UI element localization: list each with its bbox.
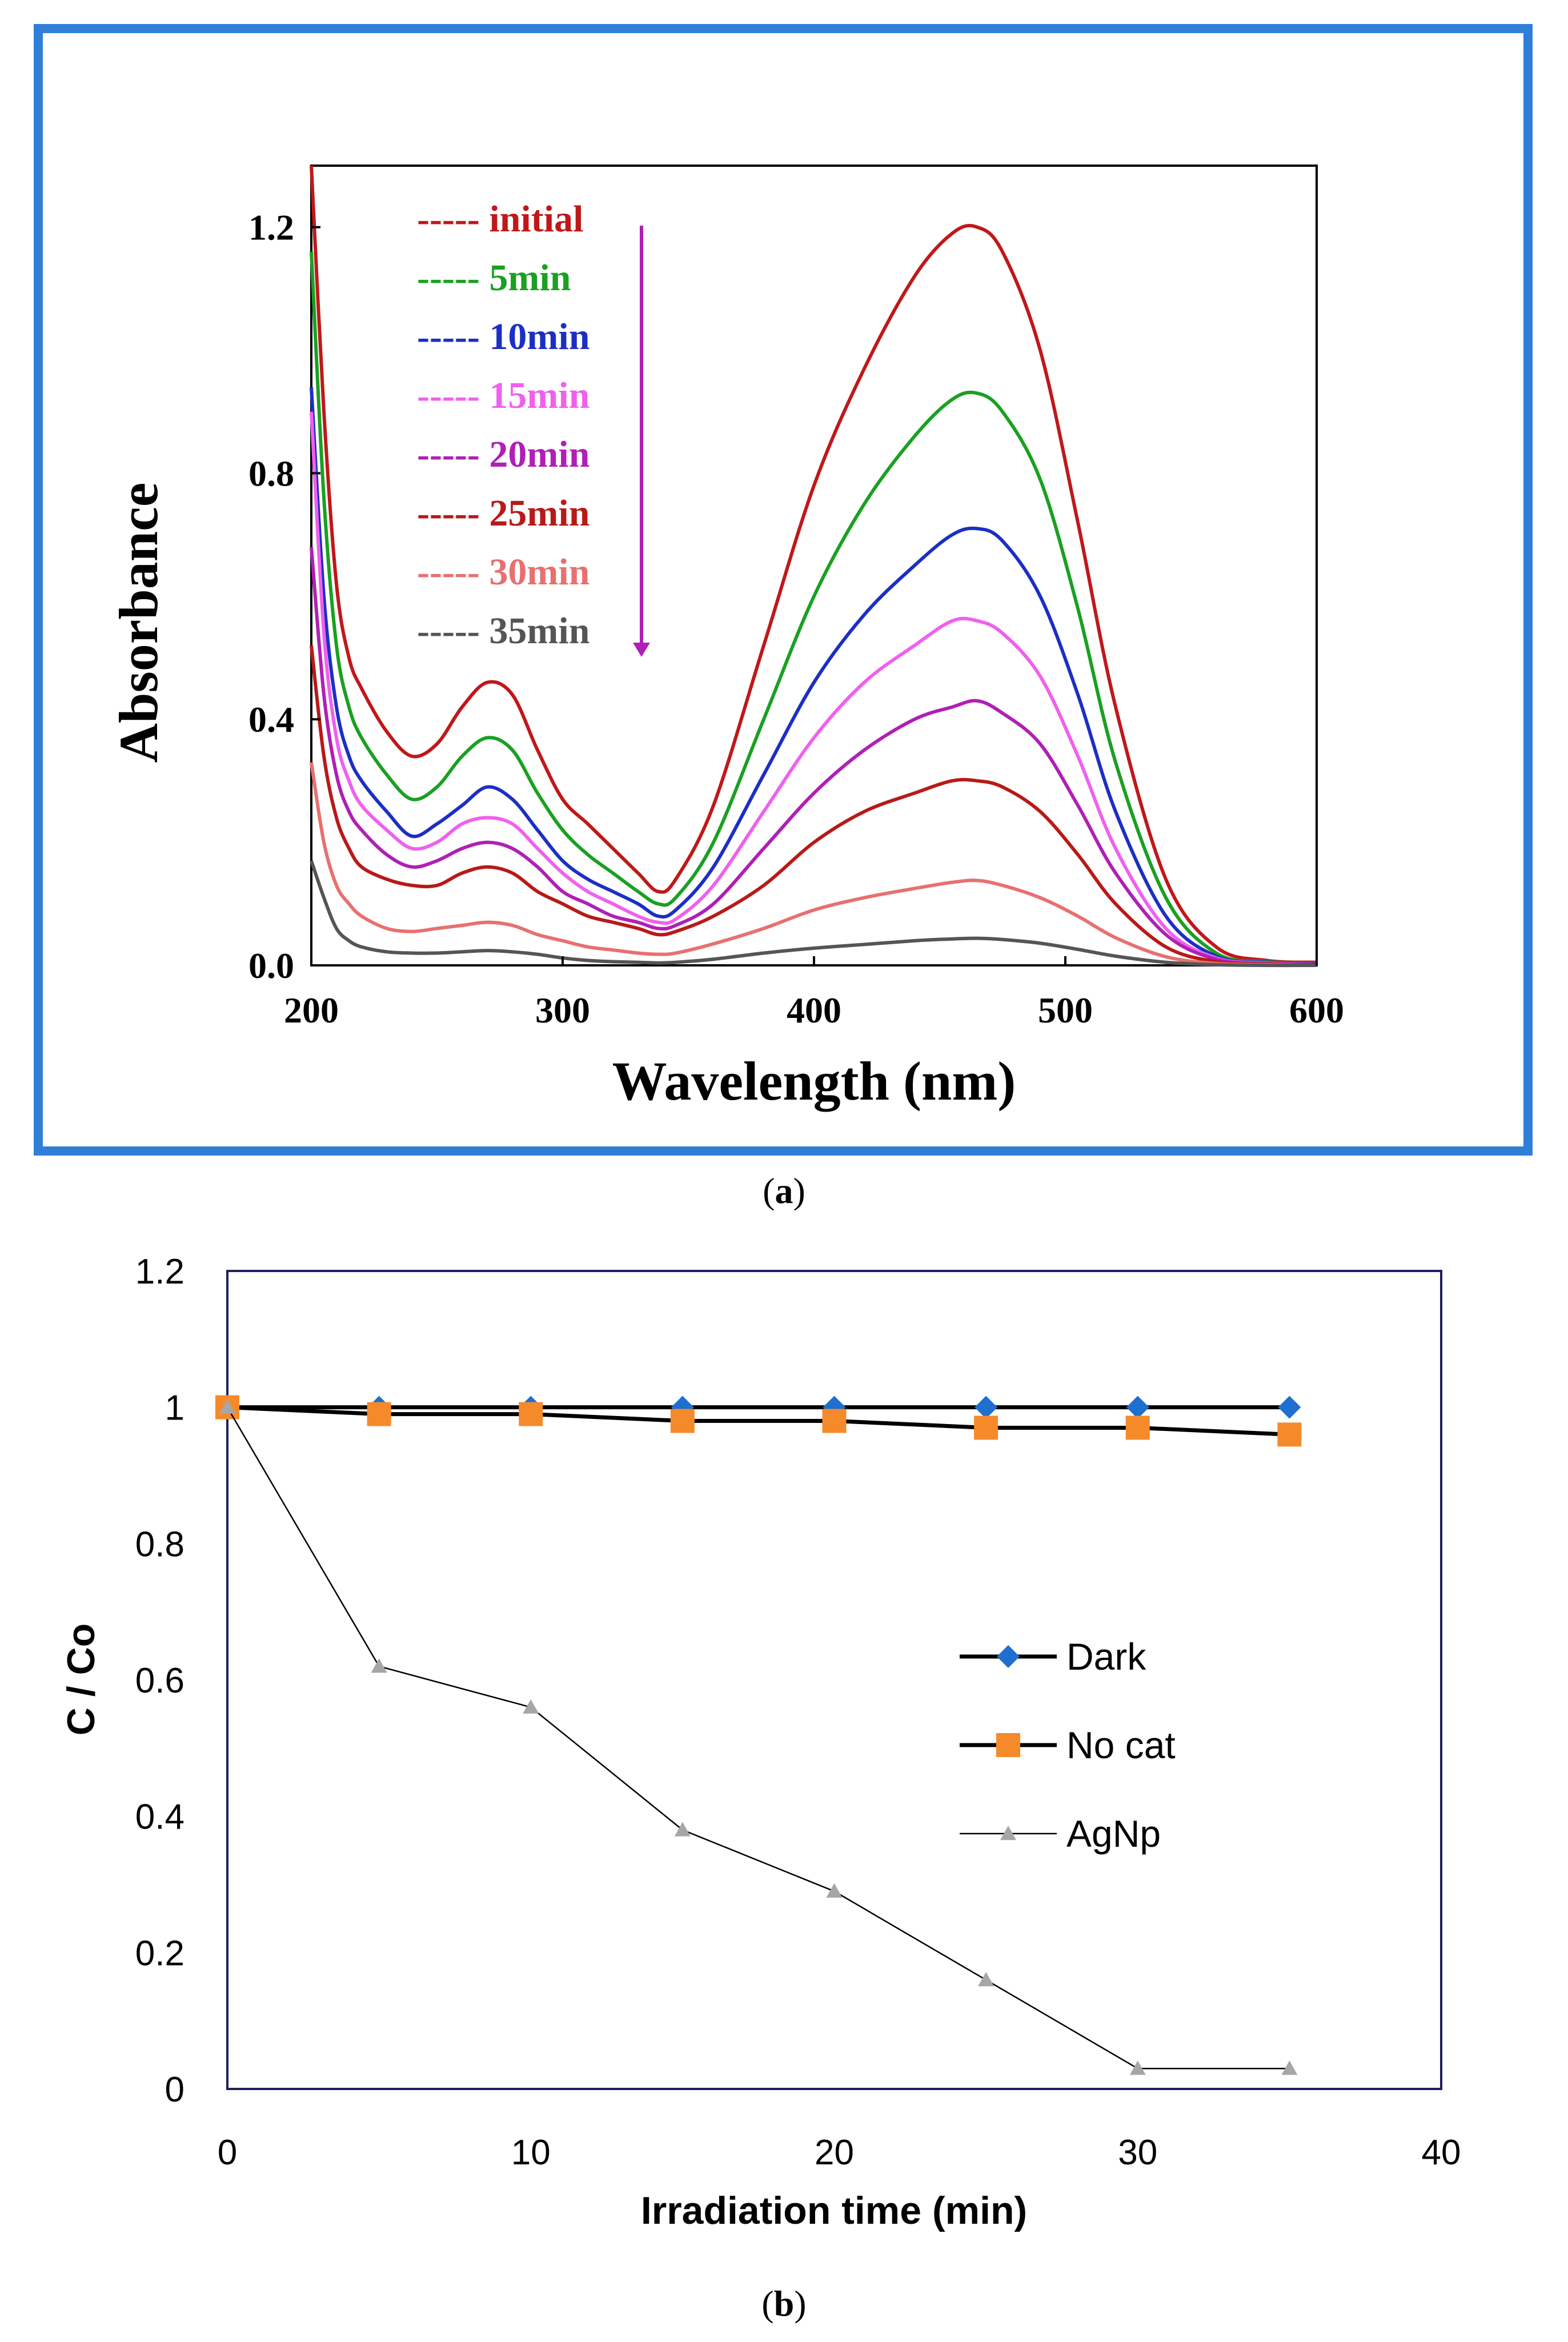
b-point-no-cat — [519, 1402, 543, 1426]
a-legend-entry-25min: ----- 25min — [417, 492, 589, 534]
b-point-no-cat — [1277, 1422, 1302, 1447]
b-point-agnp — [978, 1972, 994, 1987]
a-y-tick-label: 0.8 — [248, 453, 294, 494]
a-y-tick-label: 1.2 — [248, 207, 294, 248]
b-legend-label-dark: Dark — [1066, 1635, 1146, 1678]
caption-b: (b) — [761, 2283, 807, 2324]
panel-b-y-axis-title: C / Co — [59, 1623, 103, 1735]
a-series-line-5min — [310, 251, 1317, 965]
b-point-dark — [975, 1395, 998, 1419]
panel-b-plot-area — [226, 1270, 1442, 2090]
caption-a: (a) — [763, 1170, 805, 1211]
a-series-line-20min — [310, 547, 1317, 966]
a-series-line-15min — [310, 411, 1317, 966]
a-legend-entry-30min: ----- 30min — [417, 551, 589, 593]
b-point-no-cat — [822, 1409, 847, 1433]
b-point-agnp — [523, 1699, 539, 1714]
a-legend-entry-5min: ----- 5min — [417, 257, 571, 299]
b-y-tick-label: 0.6 — [135, 1661, 185, 1701]
b-y-tick-label: 0.2 — [135, 1934, 185, 1973]
b-point-no-cat — [670, 1409, 695, 1433]
a-legend-entry-15min: ----- 15min — [417, 375, 589, 416]
b-y-tick-label: 1.2 — [135, 1252, 185, 1292]
b-point-agnp — [826, 1883, 843, 1898]
b-y-tick-label: 0.4 — [135, 1798, 185, 1837]
a-x-tick-label: 500 — [1038, 990, 1093, 1030]
a-series-line-10min — [310, 387, 1317, 965]
b-legend-marker-no-cat — [996, 1733, 1020, 1757]
a-legend-entry-20min: ----- 20min — [417, 434, 589, 475]
caption-b-label: b — [773, 2283, 795, 2324]
a-legend-entry-10min: ----- 10min — [417, 316, 589, 358]
b-point-agnp — [1281, 2060, 1298, 2075]
b-x-tick-label: 0 — [218, 2133, 237, 2172]
b-y-tick-label: 1 — [165, 1389, 185, 1428]
a-x-tick-label: 300 — [535, 990, 590, 1030]
b-y-tick-label: 0.8 — [135, 1525, 185, 1564]
a-x-tick-label: 200 — [284, 990, 339, 1030]
panel-b-x-axis-title: Irradiation time (min) — [641, 2189, 1027, 2232]
b-x-tick-label: 40 — [1422, 2133, 1461, 2172]
a-x-tick-label: 600 — [1289, 990, 1344, 1030]
b-point-agnp — [1129, 2060, 1146, 2075]
b-point-agnp — [674, 1822, 691, 1836]
a-series-line-initial — [310, 165, 1317, 964]
panel-a-x-axis-title: Wavelength (nm) — [612, 1050, 1016, 1112]
b-x-tick-label: 30 — [1118, 2133, 1157, 2172]
a-series-line-30min — [310, 762, 1317, 967]
panel-a-outer-frame — [34, 24, 1533, 1156]
a-legend-entry-initial: ----- initial — [417, 198, 583, 240]
b-point-dark — [1278, 1395, 1301, 1419]
a-legend-arrow-head-icon — [633, 643, 650, 657]
b-point-agnp — [219, 1399, 235, 1414]
a-series-line-25min — [310, 645, 1317, 967]
b-x-tick-label: 10 — [511, 2133, 551, 2172]
caption-a-label: a — [775, 1170, 793, 1211]
b-series-line-no-cat — [227, 1405, 1290, 1437]
panel-b-concentration-chart: 0 10 20 30 40 0 0.2 0.4 0.6 0.8 1 1.2 Dark No cat AgN… — [59, 1252, 1461, 2232]
b-legend-marker-dark — [997, 1645, 1020, 1668]
panel-a-y-axis-title: Absorbance — [108, 483, 169, 763]
a-legend-entry-35min: ----- 35min — [417, 610, 589, 652]
b-y-tick-label: 0 — [165, 2070, 185, 2110]
a-x-tick-label: 400 — [787, 990, 841, 1030]
b-point-dark — [1126, 1395, 1149, 1419]
b-point-no-cat — [1125, 1415, 1150, 1440]
panel-a-absorbance-chart: ----- initial ----- 5min ----- 10min ----- … — [34, 24, 1533, 1156]
a-y-tick-label: 0.0 — [248, 945, 294, 986]
a-y-tick-label: 0.4 — [248, 699, 294, 740]
b-legend-label-agnp: AgNp — [1066, 1812, 1161, 1855]
b-legend-label-no-cat: No cat — [1066, 1724, 1176, 1766]
b-point-agnp — [371, 1658, 387, 1673]
b-legend-marker-agnp — [1000, 1826, 1016, 1840]
b-point-no-cat — [974, 1415, 998, 1440]
b-series-line-agnp — [226, 1407, 1290, 2070]
a-series-line-35min — [310, 860, 1317, 968]
b-point-no-cat — [367, 1402, 391, 1426]
b-x-tick-label: 20 — [815, 2133, 854, 2172]
